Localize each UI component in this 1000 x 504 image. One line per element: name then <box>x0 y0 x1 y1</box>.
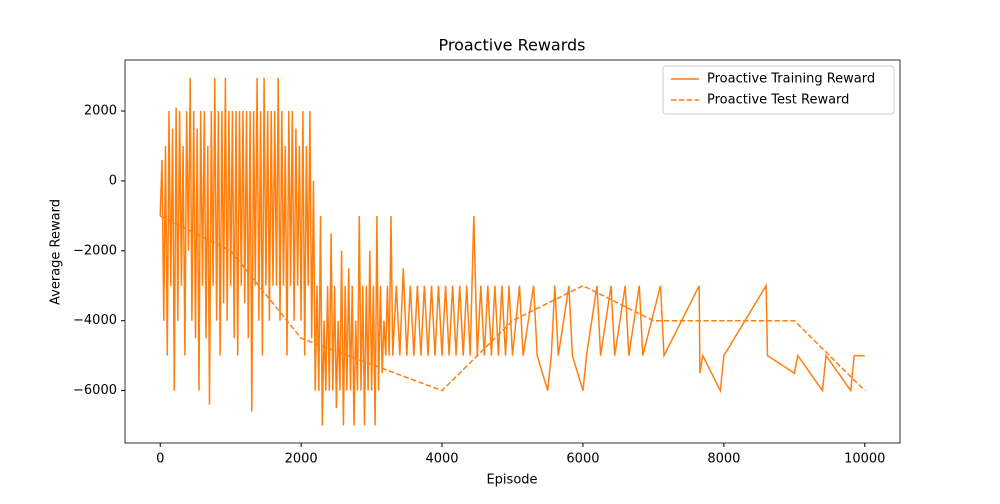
y-axis-label: Average Reward <box>49 199 64 305</box>
line-series <box>159 215 866 392</box>
x-tick-label: 6000 <box>566 452 599 467</box>
y-tick-label: −6000 <box>73 383 117 398</box>
plot-frame <box>124 59 901 444</box>
x-tick-label: 0 <box>156 452 164 467</box>
x-axis-label: Episode <box>486 473 537 488</box>
chart-title: Proactive Rewards <box>438 36 585 55</box>
y-tick-label: −4000 <box>73 313 117 328</box>
x-tick-label: 4000 <box>425 452 458 467</box>
x-tick-label: 2000 <box>285 452 318 467</box>
x-tick-label: 8000 <box>707 452 740 467</box>
y-tick-label: 2000 <box>84 104 117 119</box>
legend-label: Proactive Test Reward <box>707 93 849 108</box>
legend-label: Proactive Training Reward <box>707 72 875 87</box>
y-tick-label: −2000 <box>73 243 117 258</box>
line-series <box>159 77 865 426</box>
y-tick-label: 0 <box>109 173 117 188</box>
legend-box <box>662 65 895 115</box>
x-tick-label: 10000 <box>844 452 885 467</box>
